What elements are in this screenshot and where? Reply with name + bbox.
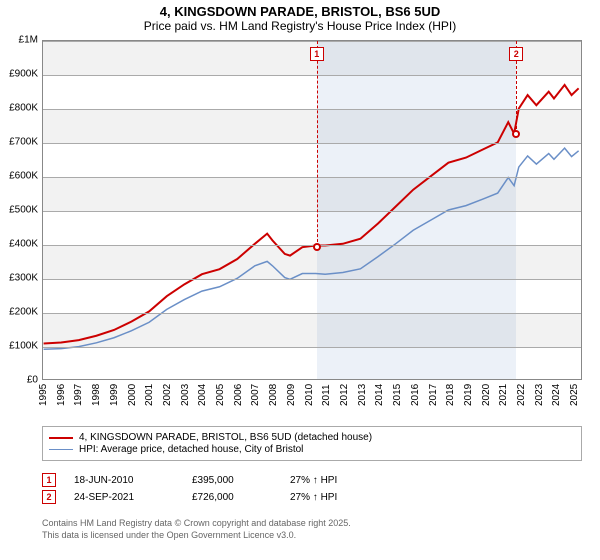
event-date: 18-JUN-2010 bbox=[74, 475, 174, 486]
event-delta: 27% ↑ HPI bbox=[290, 492, 337, 503]
y-tick-label: £700K bbox=[0, 137, 38, 148]
x-tick-label: 2008 bbox=[268, 384, 279, 406]
x-tick-label: 2010 bbox=[304, 384, 315, 406]
event-marker: 1 bbox=[42, 473, 56, 487]
event-date: 24-SEP-2021 bbox=[74, 492, 174, 503]
y-tick-label: £0 bbox=[0, 375, 38, 386]
x-tick-label: 2016 bbox=[410, 384, 421, 406]
x-tick-label: 2003 bbox=[180, 384, 191, 406]
gridline bbox=[43, 177, 581, 178]
x-tick-label: 2015 bbox=[392, 384, 403, 406]
y-axis: £0£100K£200K£300K£400K£500K£600K£700K£80… bbox=[0, 40, 40, 380]
x-tick-label: 1996 bbox=[56, 384, 67, 406]
x-tick-label: 2020 bbox=[481, 384, 492, 406]
series-line-price_paid bbox=[44, 85, 579, 344]
x-tick-label: 2013 bbox=[357, 384, 368, 406]
line-layer bbox=[43, 41, 581, 379]
x-tick-label: 1999 bbox=[109, 384, 120, 406]
legend-row: HPI: Average price, detached house, City… bbox=[49, 444, 575, 455]
x-tick-label: 2001 bbox=[144, 384, 155, 406]
x-tick-label: 2014 bbox=[374, 384, 385, 406]
y-tick-label: £200K bbox=[0, 307, 38, 318]
gridline bbox=[43, 211, 581, 212]
marker-dot bbox=[313, 243, 321, 251]
y-tick-label: £400K bbox=[0, 239, 38, 250]
gridline bbox=[43, 75, 581, 76]
x-tick-label: 2022 bbox=[516, 384, 527, 406]
x-tick-label: 2017 bbox=[428, 384, 439, 406]
legend-label: HPI: Average price, detached house, City… bbox=[79, 444, 303, 455]
x-tick-label: 2005 bbox=[215, 384, 226, 406]
chart-title: 4, KINGSDOWN PARADE, BRISTOL, BS6 5UD bbox=[0, 0, 600, 19]
x-tick-label: 2018 bbox=[445, 384, 456, 406]
gridline bbox=[43, 143, 581, 144]
event-row: 1 18-JUN-2010 £395,000 27% ↑ HPI bbox=[42, 473, 582, 487]
x-tick-label: 2012 bbox=[339, 384, 350, 406]
y-tick-label: £800K bbox=[0, 103, 38, 114]
legend-label: 4, KINGSDOWN PARADE, BRISTOL, BS6 5UD (d… bbox=[79, 432, 372, 443]
x-tick-label: 2002 bbox=[162, 384, 173, 406]
y-tick-label: £900K bbox=[0, 69, 38, 80]
y-tick-label: £300K bbox=[0, 273, 38, 284]
event-marker: 2 bbox=[42, 490, 56, 504]
gridline bbox=[43, 347, 581, 348]
legend-row: 4, KINGSDOWN PARADE, BRISTOL, BS6 5UD (d… bbox=[49, 432, 575, 443]
legend: 4, KINGSDOWN PARADE, BRISTOL, BS6 5UD (d… bbox=[42, 426, 582, 461]
event-delta: 27% ↑ HPI bbox=[290, 475, 337, 486]
x-tick-label: 1998 bbox=[91, 384, 102, 406]
plot-area: 12 bbox=[42, 40, 582, 380]
x-axis: 1995199619971998199920002001200220032004… bbox=[42, 380, 582, 420]
chart-area: £0 £100K £200K £300K £400K £500K £600K £700K £80… bbox=[0, 40, 600, 400]
attribution: Contains HM Land Registry data © Crown c… bbox=[42, 518, 582, 541]
marker-label: 1 bbox=[310, 47, 324, 61]
event-price: £726,000 bbox=[192, 492, 272, 503]
gridline bbox=[43, 279, 581, 280]
x-tick-label: 2025 bbox=[569, 384, 580, 406]
x-tick-label: 2000 bbox=[127, 384, 138, 406]
x-tick-label: 2023 bbox=[534, 384, 545, 406]
legend-swatch bbox=[49, 437, 73, 439]
y-tick-label: £600K bbox=[0, 171, 38, 182]
x-tick-label: 2006 bbox=[233, 384, 244, 406]
gridline bbox=[43, 109, 581, 110]
gridline bbox=[43, 41, 581, 42]
series-line-hpi bbox=[44, 148, 579, 349]
x-tick-label: 2009 bbox=[286, 384, 297, 406]
event-table: 1 18-JUN-2010 £395,000 27% ↑ HPI 2 24-SEP-202… bbox=[42, 470, 582, 507]
marker-dot bbox=[512, 130, 520, 138]
x-tick-label: 2021 bbox=[498, 384, 509, 406]
x-tick-label: 2004 bbox=[197, 384, 208, 406]
marker-label: 2 bbox=[509, 47, 523, 61]
x-tick-label: 2007 bbox=[250, 384, 261, 406]
gridline bbox=[43, 313, 581, 314]
event-price: £395,000 bbox=[192, 475, 272, 486]
x-tick-label: 1997 bbox=[73, 384, 84, 406]
x-tick-label: 2011 bbox=[321, 384, 332, 406]
x-tick-label: 2019 bbox=[463, 384, 474, 406]
x-tick-label: 1995 bbox=[38, 384, 49, 406]
y-tick-label: £100K bbox=[0, 341, 38, 352]
y-tick-label: £1M bbox=[0, 35, 38, 46]
event-row: 2 24-SEP-2021 £726,000 27% ↑ HPI bbox=[42, 490, 582, 504]
attribution-line1: Contains HM Land Registry data © Crown c… bbox=[42, 518, 582, 530]
attribution-line2: This data is licensed under the Open Gov… bbox=[42, 530, 582, 542]
x-tick-label: 2024 bbox=[551, 384, 562, 406]
chart-subtitle: Price paid vs. HM Land Registry's House … bbox=[0, 19, 600, 33]
legend-swatch bbox=[49, 449, 73, 451]
marker-line bbox=[317, 41, 318, 247]
y-tick-label: £500K bbox=[0, 205, 38, 216]
